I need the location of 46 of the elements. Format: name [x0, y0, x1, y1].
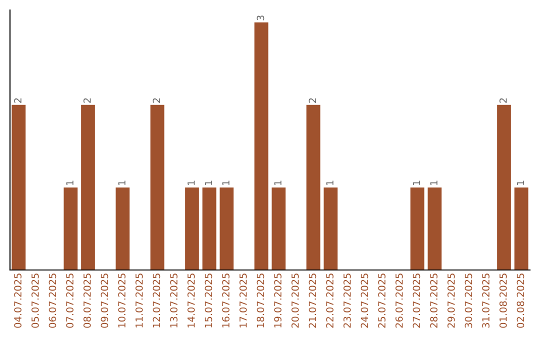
data-label: 2 — [499, 98, 507, 103]
x-tick-label: 18.07.2025 — [256, 274, 264, 328]
data-label: 2 — [83, 98, 91, 103]
data-label: 2 — [152, 98, 160, 103]
data-label: 1 — [516, 180, 524, 186]
x-tick-label: 17.07.2025 — [239, 274, 247, 328]
x-tick-label: 25.07.2025 — [378, 274, 386, 328]
data-label: 1 — [118, 180, 126, 186]
x-tick-label: 28.07.2025 — [430, 274, 438, 328]
data-label: 1 — [326, 180, 334, 186]
x-tick-label: 08.07.2025 — [83, 274, 91, 328]
data-label: 2 — [14, 98, 22, 103]
x-tick-label: 06.07.2025 — [48, 274, 56, 328]
x-tick-label: 24.07.2025 — [360, 274, 368, 328]
x-tick-label: 23.07.2025 — [343, 274, 351, 328]
x-tick-label: 15.07.2025 — [204, 274, 212, 328]
x-tick-label: 16.07.2025 — [222, 274, 230, 328]
x-tick-label: 21.07.2025 — [308, 274, 316, 328]
data-label: 3 — [256, 16, 264, 20]
x-tick-label: 22.07.2025 — [326, 274, 334, 328]
x-tick-label: 29.07.2025 — [447, 274, 455, 328]
x-tick-label: 07.07.2025 — [66, 274, 74, 328]
x-tick-label: 09.07.2025 — [100, 274, 108, 328]
data-label: 1 — [274, 180, 282, 186]
x-tick-label: 04.07.2025 — [14, 274, 22, 328]
x-tick-label: 12.07.2025 — [152, 274, 160, 328]
x-tick-label: 31.07.2025 — [482, 274, 490, 328]
x-tick-label: 01.08.2025 — [499, 274, 507, 328]
x-tick-label: 20.07.2025 — [291, 274, 299, 328]
x-tick-label: 05.07.2025 — [31, 274, 39, 328]
x-tick-label: 10.07.2025 — [118, 274, 126, 328]
x-tick-label: 27.07.2025 — [412, 274, 420, 328]
x-tick-label: 26.07.2025 — [395, 274, 403, 328]
data-label: 1 — [188, 180, 195, 186]
x-tick-label: 30.07.2025 — [464, 274, 472, 328]
data-label: 1 — [66, 180, 74, 186]
x-tick-label: 19.07.2025 — [274, 274, 282, 328]
x-tick-label: 11.07.2025 — [135, 274, 143, 328]
data-label: 1 — [430, 180, 438, 186]
x-tick-label: 14.07.2025 — [187, 274, 195, 328]
data-label: 1 — [412, 180, 420, 186]
data-label: 1 — [222, 180, 230, 186]
x-tick-label: 13.07.2025 — [170, 274, 178, 328]
data-label: 2 — [308, 98, 316, 103]
data-label: 1 — [204, 180, 212, 186]
x-tick-label: 02.08.2025 — [516, 274, 524, 328]
